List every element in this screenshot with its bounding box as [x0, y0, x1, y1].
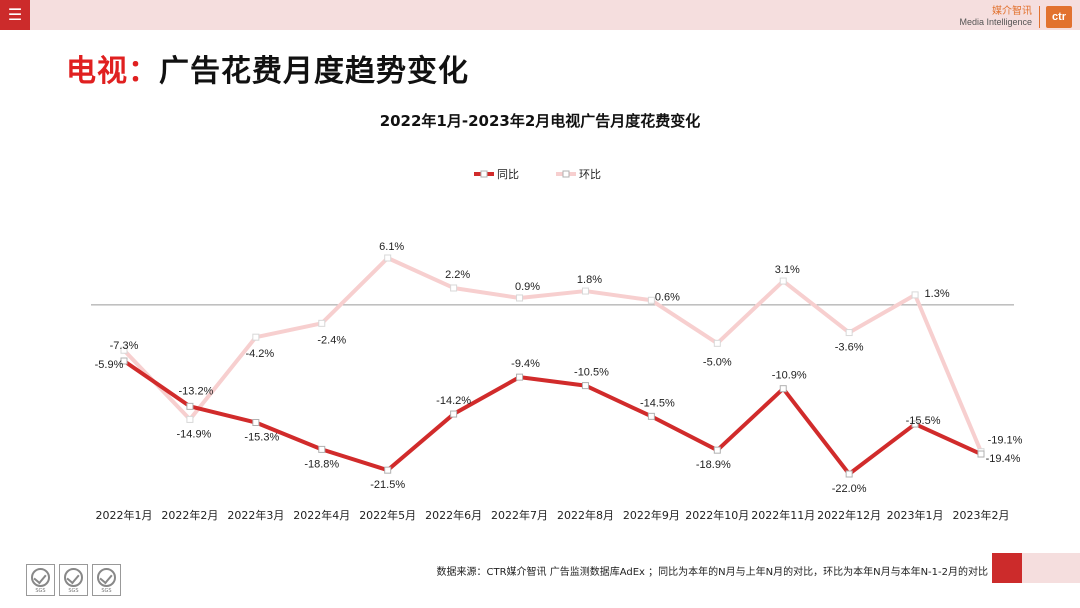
x-tick-label: 2022年5月	[359, 508, 416, 522]
sgs-badge: SGS	[92, 564, 121, 596]
data-label: 1.8%	[577, 274, 602, 286]
data-label: -19.1%	[988, 435, 1023, 447]
data-label: 0.9%	[515, 281, 540, 293]
data-source-note: 数据来源：CTR媒介智讯 广告监测数据库AdEx ；同比为本年的N月与上年N月的…	[436, 567, 988, 578]
x-tick-label: 2023年1月	[887, 508, 944, 522]
x-tick-label: 2022年10月	[685, 508, 749, 522]
data-label: -3.6%	[835, 342, 864, 354]
legend-marker	[562, 170, 570, 178]
legend-label: 环比	[579, 168, 601, 181]
page-title: 电视：广告花费月度趋势变化	[66, 46, 469, 90]
page-title-main: 广告花费月度趋势变化	[159, 54, 469, 89]
data-label: -19.4%	[986, 453, 1021, 465]
legend-marker	[480, 170, 488, 178]
data-label: -18.9%	[696, 459, 731, 471]
brand-block: 媒介智讯 Media Intelligence	[959, 6, 1032, 28]
data-point	[384, 254, 392, 262]
chart-title: 2022年1月-2023年2月电视广告月度花费变化	[379, 112, 701, 130]
data-point	[845, 329, 853, 337]
x-tick-label: 2022年12月	[817, 508, 881, 522]
data-label: -15.5%	[906, 415, 941, 427]
data-point	[647, 412, 655, 420]
data-label: -10.5%	[574, 367, 609, 379]
data-point	[647, 296, 655, 304]
data-point	[120, 357, 128, 365]
data-label: 1.3%	[925, 288, 950, 300]
x-tick-label: 2023年2月	[953, 508, 1010, 522]
data-label: -14.9%	[176, 428, 211, 440]
data-point	[252, 418, 260, 426]
data-label: -10.9%	[772, 370, 807, 382]
data-label: 3.1%	[775, 264, 800, 276]
data-point	[845, 470, 853, 478]
data-point	[318, 319, 326, 327]
data-label: 0.6%	[655, 291, 680, 303]
data-label: -14.5%	[640, 397, 675, 409]
x-tick-label: 2022年7月	[491, 508, 548, 522]
x-tick-label: 2022年2月	[161, 508, 218, 522]
data-label: 2.2%	[445, 269, 470, 281]
data-label: -22.0%	[832, 483, 867, 495]
data-point	[318, 445, 326, 453]
data-point	[450, 410, 458, 418]
x-tick-label: 2022年9月	[623, 508, 680, 522]
data-label: 6.1%	[379, 241, 404, 253]
sgs-badge: SGS	[59, 564, 88, 596]
data-label: -13.2%	[178, 385, 213, 397]
x-tick-label: 2022年1月	[96, 508, 153, 522]
data-label: -2.4%	[317, 334, 346, 346]
data-label: -7.3%	[110, 340, 139, 352]
top-bar	[0, 0, 1080, 30]
ctr-logo: ctr	[1046, 6, 1072, 28]
footer-accent-pink	[1022, 553, 1080, 583]
data-label: -5.0%	[703, 356, 732, 368]
chart-legend: 同比 环比	[474, 168, 601, 181]
data-label: -9.4%	[511, 358, 540, 370]
series-layer	[120, 254, 985, 478]
data-point	[581, 287, 589, 295]
page-title-prefix: 电视：	[66, 54, 159, 89]
footer-accent-red	[992, 553, 1022, 583]
data-point	[120, 346, 128, 354]
legend-label: 同比	[497, 168, 519, 181]
data-point	[516, 294, 524, 302]
brand-name-cn: 媒介智讯	[992, 6, 1032, 17]
x-tick-label: 2022年6月	[425, 508, 482, 522]
data-label-layer: -7.3% -13.2% -15.3% -18.8% -21.5% -14.2% -9.4%…	[95, 241, 1023, 495]
series-line-1	[122, 256, 983, 454]
data-point	[516, 373, 524, 381]
x-axis-labels: 2022年1月 2022年2月 2022年3月 2022年4月 2022年5月 2022年…	[96, 508, 1010, 522]
brand-name-en: Media Intelligence	[959, 17, 1032, 27]
data-point	[252, 333, 260, 341]
data-label: -18.8%	[304, 458, 339, 470]
sgs-badge: SGS	[26, 564, 55, 596]
x-tick-label: 2022年11月	[751, 508, 815, 522]
data-point	[713, 339, 721, 347]
x-tick-label: 2022年3月	[227, 508, 284, 522]
data-point	[384, 466, 392, 474]
data-label: -4.2%	[245, 348, 274, 360]
data-point	[911, 420, 919, 428]
series-line-0	[122, 359, 983, 476]
data-point	[186, 402, 194, 410]
data-point	[779, 385, 787, 393]
data-point	[450, 284, 458, 292]
data-label: -5.9%	[95, 359, 124, 371]
certification-badges: SGS SGS SGS	[26, 564, 122, 596]
data-point	[779, 277, 787, 285]
brand-divider	[1039, 6, 1040, 28]
data-label: -15.3%	[244, 431, 279, 443]
data-point	[977, 450, 985, 458]
x-tick-label: 2022年4月	[293, 508, 350, 522]
data-point	[911, 291, 919, 299]
x-tick-label: 2022年8月	[557, 508, 614, 522]
data-point	[186, 415, 194, 423]
data-label: -14.2%	[436, 395, 471, 407]
hamburger-menu-icon[interactable]: ☰	[0, 0, 30, 30]
data-point	[581, 382, 589, 390]
data-label: -21.5%	[370, 479, 405, 491]
data-point	[713, 446, 721, 454]
